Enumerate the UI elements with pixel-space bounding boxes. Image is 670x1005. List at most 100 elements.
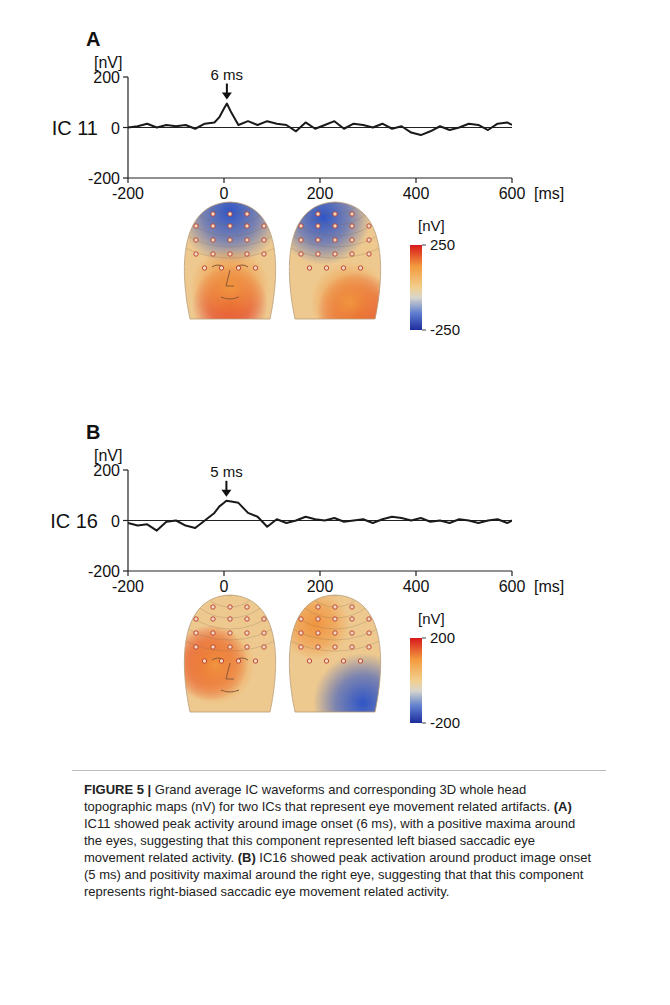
contour [174,541,286,629]
electrode [358,659,362,663]
electrode [262,645,266,649]
y-tick [123,76,128,77]
electrode [211,605,215,609]
electrode [228,631,232,635]
electrode [350,238,354,242]
x-tick-label: 400 [403,578,430,595]
figure: A[nV][ms]IC 11-2000200-20002004006006 ms… [0,0,670,765]
colorbar-tick [422,245,426,246]
electrode [228,605,232,609]
electrode [211,631,215,635]
electrode [350,605,354,609]
electrode [236,659,240,663]
electrode [341,659,345,663]
contour [321,574,349,596]
electrode [299,252,303,256]
electrode [358,266,362,270]
electrode [299,238,303,242]
x-tick-label: 0 [220,185,229,202]
electrode [316,252,320,256]
electrode [253,659,257,663]
electrode [245,212,249,216]
x-tick [223,571,224,576]
electrode [350,617,354,621]
contour [321,181,349,203]
electrode [333,617,337,621]
electrode [202,659,206,663]
x-tick [127,178,128,183]
electrode [299,617,303,621]
electrode [194,224,198,228]
activity-blob [190,247,270,327]
colorbar [410,638,422,723]
electrode [333,224,337,228]
electrode [194,252,198,256]
electrode [219,266,223,270]
colorbar-tick-label: -200 [430,714,460,731]
electrode [316,224,320,228]
contour [188,159,272,225]
head-outline [289,595,380,712]
electrode [333,645,337,649]
annotation-arrowhead [221,490,231,497]
electrode [262,238,266,242]
electrode [341,266,345,270]
contour [174,148,286,236]
electrode [262,252,266,256]
contour [146,519,314,651]
colorbar-tick [422,723,426,724]
mouth [221,297,239,299]
waveform [128,104,512,136]
activity-blob [313,653,413,753]
contour [265,530,405,640]
electrode [350,252,354,256]
electrode [316,617,320,621]
electrode [367,617,371,621]
chart-title: IC 16 [50,510,98,532]
electrode [262,617,266,621]
x-tick [127,571,128,576]
electrode [367,224,371,228]
x-tick-label: 0 [220,578,229,595]
electrode [245,224,249,228]
electrode [333,212,337,216]
caption-part-letter: (B) [238,850,256,865]
caption-label: FIGURE 5 | [84,782,151,797]
colorbar-title: [nV] [418,217,445,234]
nose [226,270,234,286]
panel-letter: B [86,421,100,443]
colorbar-tick [422,330,426,331]
plot-area [128,501,512,531]
electrode [350,224,354,228]
contour [307,563,363,607]
electrode [367,645,371,649]
activity-blob [275,169,371,265]
electrode [228,252,232,256]
x-tick-label: -200 [112,578,144,595]
contour [293,552,377,618]
electrode [211,212,215,216]
contour [265,137,405,247]
y-tick-label: 0 [111,513,120,530]
electrode [307,659,311,663]
x-tick [319,178,320,183]
x-tick [223,178,224,183]
contour [202,170,258,214]
x-tick-label: 200 [307,578,334,595]
head-map [146,519,314,712]
x-tick-label: 200 [307,185,334,202]
electrode [211,238,215,242]
electrode [211,645,215,649]
electrode [367,631,371,635]
caption: FIGURE 5 | Grand average IC waveforms an… [72,770,606,910]
x-tick [415,571,416,576]
contour [216,574,244,596]
eyes [212,658,248,660]
head-map [251,126,419,352]
nose [226,663,234,679]
electrode [245,645,249,649]
colorbar-tick-label: 200 [430,629,455,646]
head-map [146,126,314,342]
electrode [316,631,320,635]
electrode [333,252,337,256]
